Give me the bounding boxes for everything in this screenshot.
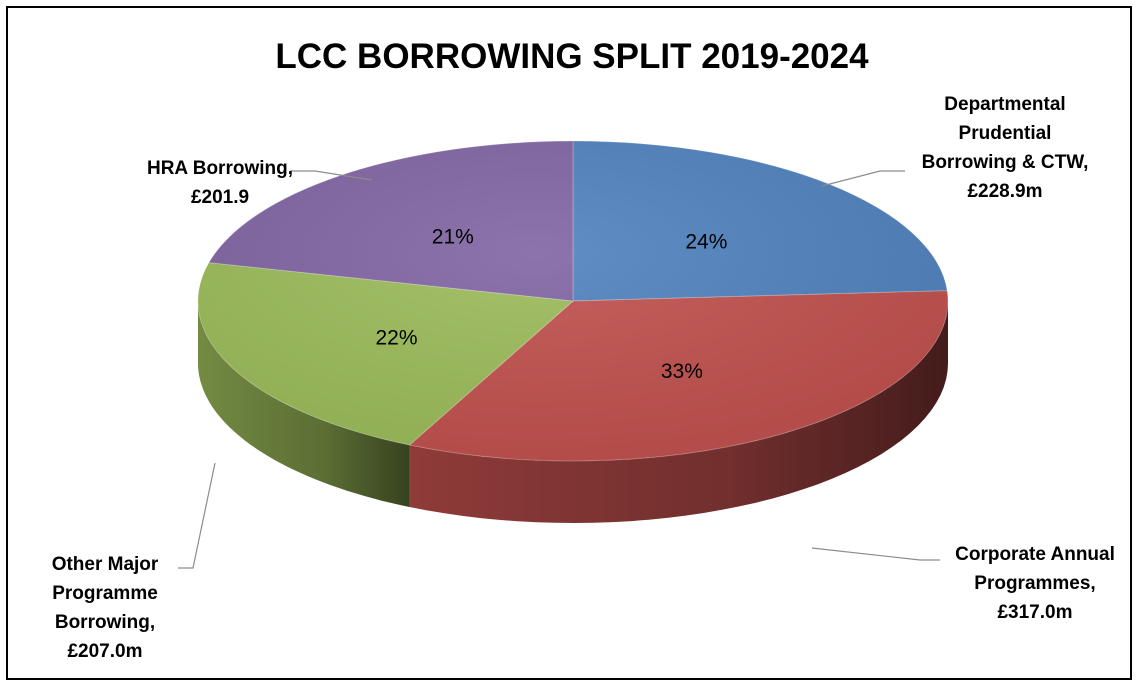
- slice-label-2: Other Major Programme Borrowing, £207.0m: [52, 554, 159, 662]
- pie-tops: [197, 140, 949, 462]
- slice-label-line: Borrowing,: [55, 612, 155, 633]
- percent-label-3: 21%: [432, 226, 474, 249]
- leader-line-1: [811, 547, 940, 561]
- slice-label-0: Departmental Prudential Borrowing & CTW, £2…: [922, 94, 1089, 202]
- slice-label-line: Prudential: [959, 123, 1052, 144]
- percent-label-0: 24%: [685, 230, 727, 253]
- slice-label-line: £207.0m: [67, 641, 142, 662]
- percent-label-2: 22%: [375, 326, 417, 349]
- leader-line-2: [178, 462, 216, 569]
- chart-title: LCC BORROWING SPLIT 2019-2024: [275, 37, 869, 76]
- slice-label-line: £201.9: [191, 187, 249, 208]
- slice-label-line: Departmental: [944, 94, 1065, 115]
- pie-slice-side-shade-1: [409, 301, 949, 523]
- percent-label-1: 33%: [661, 360, 703, 383]
- pie-slice-side-shade-2: [198, 301, 410, 507]
- percent-labels: 24% 33% 22% 21%: [375, 226, 727, 384]
- slice-label-line: £228.9m: [967, 181, 1042, 202]
- leader-line-3: [290, 170, 373, 181]
- leader-lines: [178, 170, 940, 569]
- slice-label-line: £317.0m: [997, 602, 1072, 623]
- slice-label-line: Programmes,: [974, 573, 1095, 594]
- slice-label-1: Corporate Annual Programmes, £317.0m: [955, 544, 1115, 623]
- slice-labels: Departmental Prudential Borrowing & CTW, £2…: [52, 94, 1115, 662]
- slice-label-line: Programme: [52, 583, 158, 604]
- leader-line-0: [821, 170, 905, 187]
- slice-label-line: Borrowing & CTW,: [922, 152, 1089, 173]
- pie-top-highlight: [198, 141, 948, 461]
- slice-label-line: Other Major: [52, 554, 159, 575]
- slice-label-line: Corporate Annual: [955, 544, 1115, 565]
- slice-label-3: HRA Borrowing, £201.9: [147, 158, 293, 208]
- slice-label-line: HRA Borrowing,: [147, 158, 293, 179]
- pie-sides: [198, 301, 949, 523]
